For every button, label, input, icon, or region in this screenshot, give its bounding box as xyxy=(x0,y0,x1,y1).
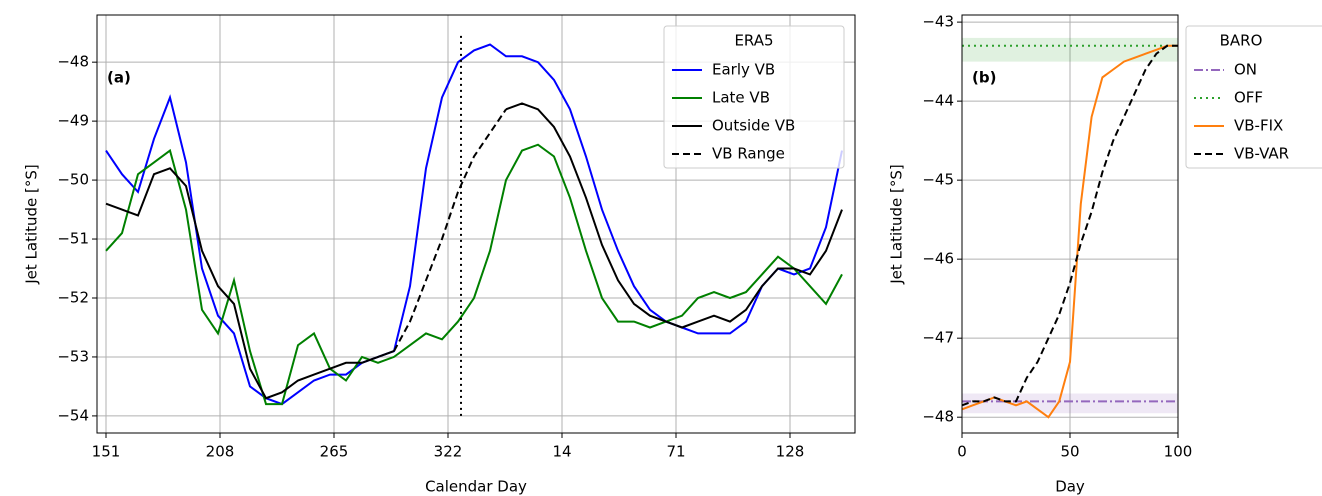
legend-label: Late VB xyxy=(712,89,770,107)
x-tick-label: 265 xyxy=(320,443,349,461)
y-tick-label: −49 xyxy=(57,112,89,130)
band xyxy=(962,393,1178,414)
y-tick-label: −54 xyxy=(57,406,89,424)
y-tick-label: −43 xyxy=(922,13,954,31)
x-tick-label: 208 xyxy=(206,443,235,461)
x-tick-label: 128 xyxy=(776,443,805,461)
legend-label: ON xyxy=(1234,61,1257,79)
y-axis-label: Jet Latitude [°S] xyxy=(23,164,41,285)
x-tick-label: 151 xyxy=(92,443,121,461)
panel-label: (b) xyxy=(972,69,996,87)
y-tick-label: −52 xyxy=(57,288,89,306)
y-tick-label: −45 xyxy=(922,171,954,189)
legend-box xyxy=(663,25,845,169)
y-tick-label: −44 xyxy=(922,92,954,110)
legend-title: BARO xyxy=(1220,32,1263,50)
legend-label: Early VB xyxy=(712,61,775,79)
legend-title: ERA5 xyxy=(734,32,773,50)
panel-label: (a) xyxy=(107,69,131,87)
y-tick-label: −48 xyxy=(57,53,89,71)
legend-label: VB-FIX xyxy=(1234,117,1283,135)
plot-area xyxy=(105,43,843,406)
x-tick-label: 71 xyxy=(666,443,685,461)
band xyxy=(962,37,1178,62)
y-tick-label: −48 xyxy=(922,408,954,426)
x-tick-label: 100 xyxy=(1164,443,1193,461)
x-axis-label: Calendar Day xyxy=(425,478,527,496)
axes-frame xyxy=(961,14,1179,434)
data-line xyxy=(393,108,507,352)
x-tick-label: 0 xyxy=(957,443,967,461)
x-axis-label: Day xyxy=(1055,478,1085,496)
legend-label: OFF xyxy=(1234,89,1263,107)
plot-area xyxy=(962,37,1178,419)
y-tick-label: −47 xyxy=(922,329,954,347)
y-tick-label: −50 xyxy=(57,171,89,189)
y-tick-label: −53 xyxy=(57,347,89,365)
y-axis-label: Jet Latitude [°S] xyxy=(888,164,906,285)
legend-label: VB Range xyxy=(712,145,785,163)
x-tick-label: 50 xyxy=(1060,443,1079,461)
data-line xyxy=(105,143,843,406)
y-tick-label: −46 xyxy=(922,250,954,268)
legend-label: VB-VAR xyxy=(1234,145,1289,163)
data-line xyxy=(105,43,843,406)
data-line xyxy=(105,102,843,400)
y-tick-label: −51 xyxy=(57,230,89,248)
legend-box xyxy=(1185,25,1322,169)
x-tick-label: 322 xyxy=(434,443,463,461)
x-tick-label: 14 xyxy=(552,443,571,461)
legend-label: Outside VB xyxy=(712,117,795,135)
axes-frame xyxy=(96,14,856,434)
data-line xyxy=(962,44,1178,407)
